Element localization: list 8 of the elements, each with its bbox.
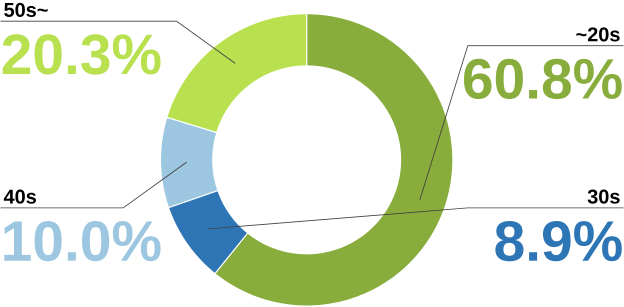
slice-label: 30s	[588, 190, 620, 204]
data-label: 60.8%	[464, 58, 622, 100]
slice-label: 40s	[4, 190, 36, 204]
data-label: 20.3%	[2, 34, 161, 75]
slice-label: 50s~	[4, 3, 48, 18]
slice-label: ~20s	[576, 28, 620, 42]
data-label: 10.0%	[4, 221, 161, 262]
data-label: 8.9%	[495, 221, 622, 262]
